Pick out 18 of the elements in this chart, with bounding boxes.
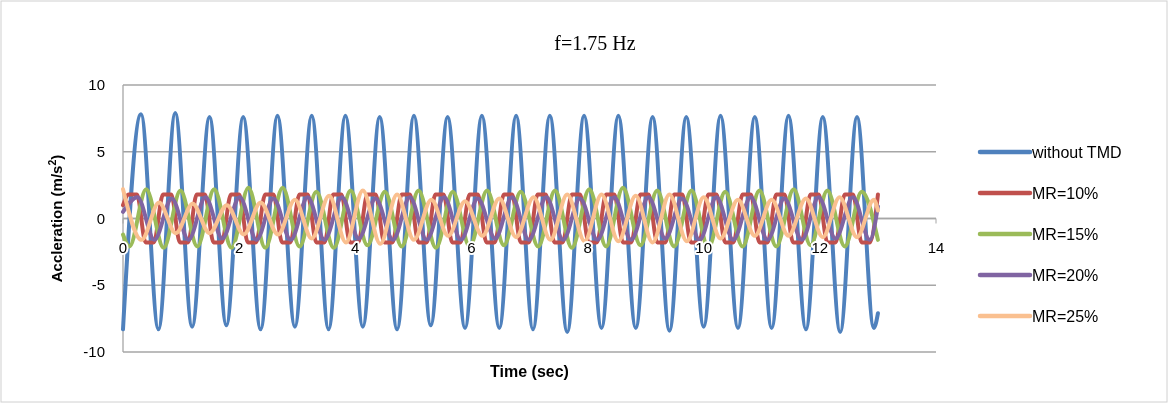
x-tick-label: 2 xyxy=(234,238,244,256)
legend-label: MR=25% xyxy=(1032,308,1099,325)
legend-label: MR=15% xyxy=(1032,226,1099,243)
y-tick-label: -10 xyxy=(83,343,105,360)
x-tick-label: 14 xyxy=(927,238,945,256)
legend-label: without TMD xyxy=(1031,144,1122,161)
y-tick-label: 10 xyxy=(88,76,105,93)
y-tick-label: -5 xyxy=(91,276,105,294)
y-tick-label: 5 xyxy=(96,142,105,160)
x-tick-label: 4 xyxy=(351,238,360,256)
legend-label: MR=20% xyxy=(1032,267,1099,284)
x-tick-label: 0 xyxy=(118,238,128,256)
y-tick-label: 0 xyxy=(96,209,105,227)
x-axis-title: Time (sec) xyxy=(490,363,569,380)
chart-title: f=1.75 Hz xyxy=(554,32,636,54)
x-tick-label: 8 xyxy=(583,238,592,256)
x-tick-label: 10 xyxy=(695,238,713,256)
legend-label: MR=10% xyxy=(1032,185,1099,202)
